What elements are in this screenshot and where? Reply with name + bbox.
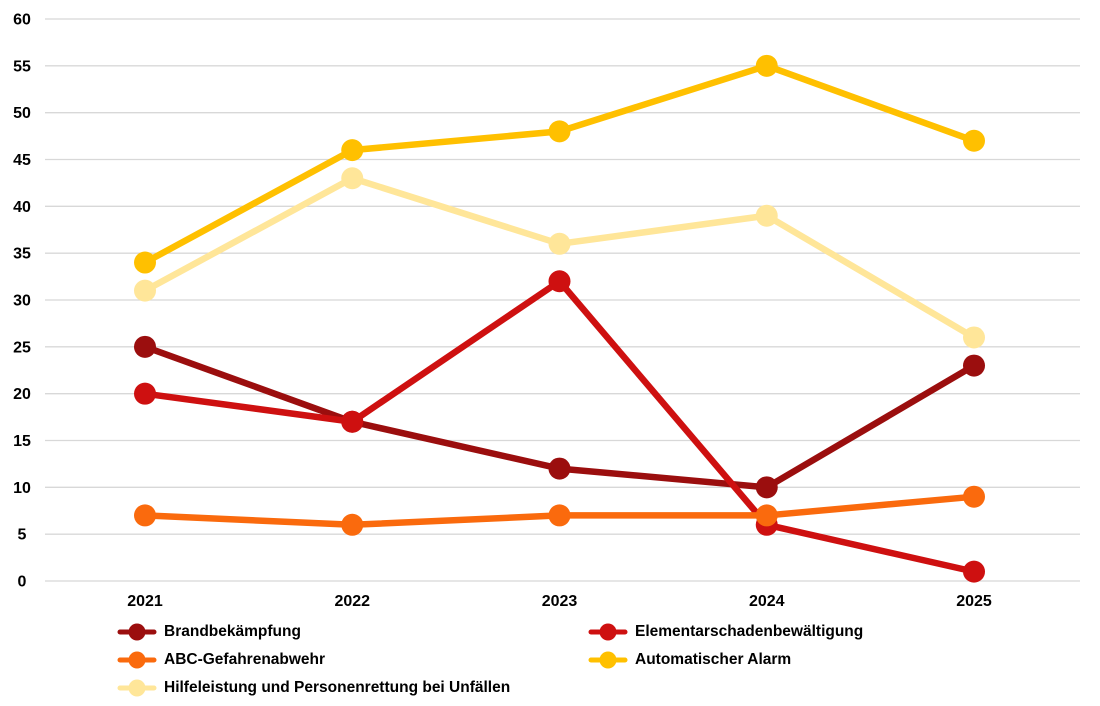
legend-label: Brandbekämpfung (164, 622, 301, 640)
y-axis-tick-label: 20 (13, 386, 31, 403)
data-point-marker (548, 457, 571, 480)
data-point-marker (755, 204, 778, 227)
y-axis-tick-label: 55 (13, 58, 31, 75)
data-point-marker (963, 485, 985, 508)
legend-item: Brandbekämpfung (117, 621, 588, 642)
y-axis-tick-label: 30 (13, 292, 31, 309)
legend: Brandbekämpfung Elementarschadenbewältigu… (117, 621, 863, 698)
y-axis-tick-label: 45 (13, 152, 31, 169)
data-point-marker (963, 129, 985, 152)
legend-label: Elementarschadenbewältigung (635, 622, 864, 640)
data-point-marker (963, 354, 985, 377)
data-point-marker (134, 251, 156, 274)
y-axis-tick-label: 50 (13, 105, 31, 122)
series-line (141, 278, 978, 575)
x-axis-label: 2024 (749, 593, 785, 610)
x-axis-label: 2023 (542, 593, 578, 610)
data-point-marker (134, 504, 156, 527)
data-point-marker (134, 335, 156, 358)
legend-item: Automatischer Alarm (588, 649, 863, 670)
data-point-marker (548, 232, 571, 255)
legend-item: Hilfeleistung und Personenrettung bei Un… (117, 677, 588, 698)
data-point-marker (548, 270, 571, 293)
legend-marker-icon (588, 651, 628, 668)
legend-marker-icon (117, 651, 157, 668)
data-point-marker (548, 120, 571, 143)
legend-label: ABC-Gefahrenabwehr (164, 650, 326, 668)
data-point-marker (963, 326, 985, 349)
y-axis-tick-label: 5 (18, 527, 27, 544)
data-point-marker (755, 476, 778, 499)
x-axis-label: 2021 (127, 593, 163, 610)
y-axis-tick-label: 40 (13, 199, 31, 216)
legend-item: Elementarschadenbewältigung (588, 621, 863, 642)
data-point-marker (341, 513, 364, 536)
y-axis-tick-label: 15 (13, 433, 31, 450)
legend-marker-icon (588, 623, 628, 640)
series-line (141, 174, 978, 341)
y-axis-tick-label: 60 (13, 11, 31, 28)
legend-label: Hilfeleistung und Personenrettung bei Un… (164, 678, 511, 696)
legend-label: Automatischer Alarm (635, 650, 792, 668)
data-point-marker (548, 504, 571, 527)
x-axis-label: 2025 (956, 593, 992, 610)
legend-marker-icon (117, 623, 157, 640)
legend-item: ABC-Gefahrenabwehr (117, 649, 588, 670)
x-axis-label: 2022 (334, 593, 370, 610)
y-axis-tick-label: 35 (13, 246, 31, 263)
data-point-marker (341, 410, 364, 433)
data-point-marker (341, 167, 364, 190)
data-point-marker (134, 382, 156, 405)
y-axis-tick-label: 0 (18, 574, 27, 591)
data-point-marker (341, 139, 364, 162)
data-point-marker (755, 504, 778, 527)
data-point-marker (755, 54, 778, 77)
y-axis-tick-label: 25 (13, 339, 31, 356)
data-point-marker (134, 279, 156, 302)
y-axis-tick-label: 10 (13, 480, 31, 497)
data-point-marker (963, 560, 985, 583)
legend-marker-icon (117, 679, 157, 696)
